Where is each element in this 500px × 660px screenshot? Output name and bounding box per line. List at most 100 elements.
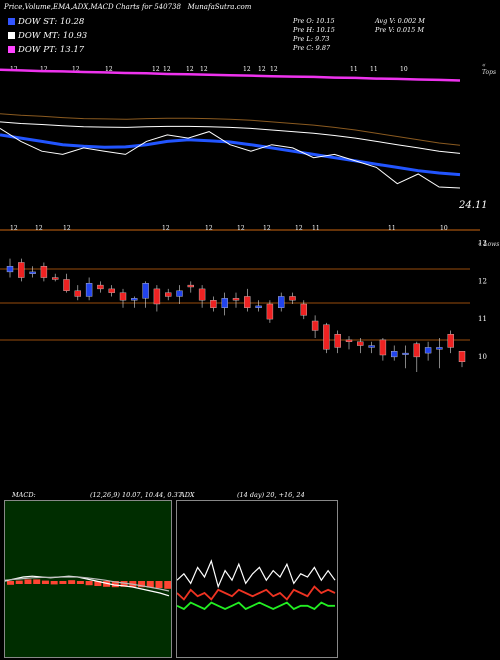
macd-title: MACD:: [12, 491, 36, 499]
macd-histogram-bar: [50, 581, 58, 585]
pre-low: Pre L: 9.73: [293, 35, 330, 43]
price-chart: 12 12 12 12 12 12 12 12 12 12 12 11 11 10 12 12 12 12 12 1…: [0, 66, 487, 372]
pre-close: Pre C: 9.87: [293, 44, 331, 52]
candle-body: [142, 283, 149, 299]
macd-histogram-bar: [146, 581, 154, 588]
date-label-mid: 10: [440, 225, 448, 232]
candle-body: [300, 303, 307, 316]
legend-st-label: DOW ST: 10.28: [18, 17, 85, 27]
candle-body: [6, 266, 14, 273]
candle-body: [379, 339, 387, 356]
price-tick: 13: [478, 240, 487, 248]
date-label-top: 11: [350, 66, 358, 73]
date-label-mid: 12: [205, 225, 213, 232]
date-label-top: 12: [270, 66, 278, 73]
macd-histogram-bar: [94, 581, 102, 586]
pre-high: Pre H: 10.15: [293, 26, 335, 34]
macd-histogram-bar: [164, 581, 171, 589]
avg-volume: Avg V: 0.002 M: [375, 17, 425, 25]
candle-body: [97, 284, 104, 290]
date-label-mid: 12: [63, 225, 71, 232]
macd-histogram-bar: [155, 581, 163, 588]
candle-body: [63, 279, 70, 291]
date-label-top: 12: [72, 66, 80, 73]
chart-header: Price,Volume,EMA,ADX,MACD Charts for 540…: [4, 3, 251, 11]
candle-body: [131, 298, 138, 301]
candle-body: [74, 290, 82, 297]
date-label-mid: 11: [312, 225, 320, 232]
candle-body: [119, 292, 127, 301]
macd-histogram-bar: [138, 581, 146, 588]
lows-label: « Lows: [478, 241, 500, 248]
candle-body: [436, 347, 443, 350]
candle-body: [153, 288, 161, 305]
candle-body: [357, 341, 364, 346]
macd-line-macd: [5, 575, 170, 597]
macd-histogram-bar: [7, 581, 14, 585]
candle-body: [176, 290, 183, 297]
macd-params: (12,26,9) 10.07, 10.44, 0.37: [90, 491, 182, 499]
adx-chart: [177, 559, 336, 611]
adx-title: ADX: [180, 491, 195, 499]
mt-swatch: [8, 32, 15, 39]
adx-line-adx: [177, 559, 336, 589]
candle-body: [29, 271, 36, 274]
macd-histogram-bar: [85, 581, 93, 586]
macd-histogram-bar: [76, 581, 84, 584]
candle-body: [187, 284, 195, 288]
date-label-mid: 12: [162, 225, 170, 232]
candle-body: [221, 298, 228, 308]
price-tick: 12: [478, 277, 487, 285]
candle-body: [210, 300, 217, 308]
grid-lines: [0, 229, 480, 341]
macd-histogram-bar: [120, 581, 128, 587]
ema-line-dow-st: [0, 133, 461, 177]
adx-params: (14 day) 20, +16, 24: [237, 491, 305, 499]
macd-line-signal: [5, 576, 170, 592]
date-label-mid: 12: [10, 225, 18, 232]
legend-pt-label: DOW PT: 13.17: [18, 45, 85, 55]
candle-body: [402, 352, 409, 355]
pre-open: Pre O: 10.15: [293, 17, 335, 25]
date-label-mid: 12: [295, 225, 303, 232]
candle-body: [85, 283, 93, 297]
candle-body: [447, 334, 454, 348]
date-label-mid: 12: [237, 225, 245, 232]
candle-body: [40, 266, 48, 278]
site-name: MunafaSutra.com: [187, 3, 252, 11]
candle-body: [368, 345, 375, 348]
st-swatch: [8, 18, 15, 25]
date-label-top: 12: [186, 66, 194, 73]
pre-volume: Pre V: 0.015 M: [375, 26, 425, 34]
date-label-mid: 12: [35, 225, 43, 232]
date-label-top: 12: [40, 66, 48, 73]
adx-line-plus-di: [177, 601, 335, 611]
macd-histogram-bar: [68, 580, 76, 584]
candle-body: [323, 324, 330, 350]
date-label-top: 12: [243, 66, 251, 73]
candle-body: [345, 339, 353, 342]
last-value-label: 24.11: [459, 200, 488, 211]
macd-histogram-bar: [24, 579, 32, 584]
pt-swatch: [8, 46, 15, 53]
macd-histogram-bar: [33, 579, 41, 584]
candle-body: [413, 343, 420, 358]
candle-body: [334, 334, 341, 348]
price-axis: 13 12 11 10: [478, 240, 487, 361]
candle-body: [278, 296, 285, 308]
ema-line-close: [0, 127, 461, 189]
ema-line-dow-pt: [0, 68, 461, 82]
candle-body: [391, 351, 398, 358]
macd-chart: [5, 575, 171, 597]
date-label-mid: 12: [263, 225, 271, 232]
candle-body: [18, 262, 25, 278]
ema-lines: [0, 68, 461, 189]
legend-mt: DOW MT: 10.93: [8, 31, 87, 41]
legend-st: DOW ST: 10.28: [8, 17, 84, 27]
candles: [6, 258, 466, 372]
date-label-top: 12: [258, 66, 266, 73]
adx-line-minus-di: [177, 585, 336, 601]
candle-body: [458, 351, 466, 363]
tops-label: « Tops: [482, 62, 497, 76]
legend-mt-label: DOW MT: 10.93: [18, 31, 88, 41]
